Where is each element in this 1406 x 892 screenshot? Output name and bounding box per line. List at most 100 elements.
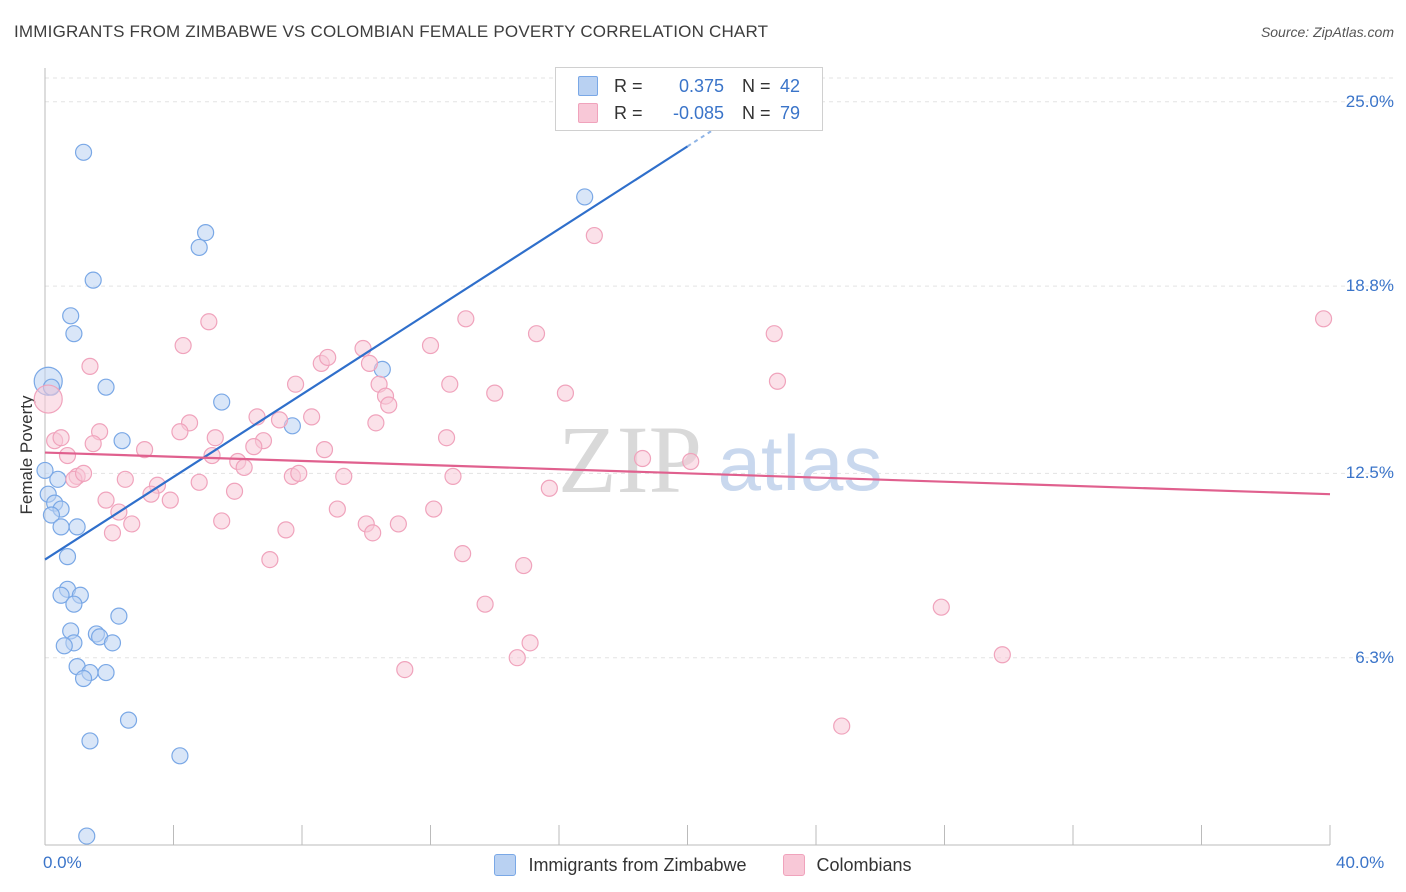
data-point <box>161 491 179 509</box>
data-point <box>68 518 86 536</box>
trend-line-zimbabwe <box>44 145 689 561</box>
legend-r-value: 0.375 <box>678 75 724 96</box>
data-point <box>135 441 154 459</box>
data-point <box>270 411 289 429</box>
data-point <box>290 464 308 482</box>
data-point <box>171 423 189 441</box>
data-point <box>286 375 305 393</box>
y-tick-label: 12.5% <box>1345 463 1394 483</box>
data-point <box>389 515 407 533</box>
x-tick-max: 40.0% <box>1336 853 1385 872</box>
data-point <box>319 348 337 367</box>
data-point <box>97 663 115 682</box>
x-tick-min: 0.0% <box>43 853 82 872</box>
legend-row-colombians: R = -0.085 N = 79 <box>578 101 800 125</box>
data-point <box>380 396 398 414</box>
data-point <box>113 432 131 450</box>
data-point <box>65 325 83 343</box>
data-point <box>833 717 851 735</box>
legend-r-label: R = <box>614 75 643 96</box>
data-point <box>58 446 77 465</box>
data-point <box>74 669 93 688</box>
axes <box>44 68 1331 846</box>
data-point <box>74 143 93 161</box>
data-point <box>190 238 208 257</box>
legend-swatch-colombians <box>578 103 598 123</box>
data-point <box>585 226 603 245</box>
data-point <box>556 384 575 402</box>
legend-r-label: R = <box>614 102 643 123</box>
chart-title: IMMIGRANTS FROM ZIMBABWE VS COLOMBIAN FE… <box>14 22 769 41</box>
data-point <box>682 452 700 471</box>
data-point <box>540 479 558 497</box>
data-point <box>119 711 138 729</box>
data-point <box>328 500 346 518</box>
watermark-zip: ZIP <box>558 406 702 513</box>
legend-r-value: -0.085 <box>672 102 724 123</box>
data-point <box>97 378 115 396</box>
legend-swatch-colombians <box>782 854 805 876</box>
data-point <box>81 357 99 375</box>
data-point <box>932 598 950 616</box>
data-point <box>103 524 122 542</box>
data-point <box>84 271 102 289</box>
data-point <box>225 482 244 500</box>
legend-item-zimbabwe[interactable]: Immigrants from Zimbabwe <box>494 854 747 876</box>
data-point <box>55 637 73 655</box>
legend-n-label: N = <box>742 75 771 96</box>
data-point <box>993 646 1011 664</box>
legend-n-value: 42 <box>780 75 801 96</box>
data-point <box>116 470 134 488</box>
data-point <box>367 414 385 432</box>
data-point <box>315 441 334 459</box>
data-point <box>508 649 526 667</box>
data-point <box>33 384 63 414</box>
data-point <box>486 384 504 402</box>
data-point <box>52 586 70 604</box>
legend-n-label: N = <box>742 102 771 123</box>
data-point <box>521 634 539 652</box>
data-point <box>261 551 279 569</box>
data-point <box>197 223 215 242</box>
data-point <box>52 518 70 536</box>
data-point <box>103 634 122 652</box>
data-point <box>303 408 321 426</box>
data-point <box>213 512 231 530</box>
data-point <box>62 307 80 325</box>
data-point <box>768 372 787 390</box>
data-point <box>200 313 218 331</box>
data-point <box>123 515 141 533</box>
data-point <box>444 467 462 485</box>
trend-line-colombians <box>44 451 1331 496</box>
data-point <box>174 336 192 355</box>
data-point <box>765 325 783 343</box>
data-point <box>425 500 443 518</box>
data-point <box>360 354 379 372</box>
data-point <box>277 521 295 539</box>
data-point <box>74 464 93 482</box>
data-point <box>1314 310 1333 328</box>
data-point <box>454 545 472 563</box>
legend-item-colombians[interactable]: Colombians <box>782 854 912 876</box>
data-point <box>78 827 96 845</box>
trend-lines <box>44 126 1331 561</box>
data-point <box>190 473 208 491</box>
data-point <box>476 595 494 613</box>
data-point <box>515 556 533 575</box>
legend-swatch-zimbabwe <box>494 854 517 876</box>
series-legend: Immigrants from Zimbabwe Colombians <box>0 852 1406 878</box>
data-point <box>527 325 546 343</box>
data-point <box>441 375 459 393</box>
series-zimbabwe-points <box>33 143 594 845</box>
data-point <box>213 393 231 411</box>
data-point <box>206 429 224 447</box>
data-point <box>97 491 115 509</box>
data-point <box>58 548 77 566</box>
y-tick-label: 18.8% <box>1345 276 1394 296</box>
watermark-atlas: atlas <box>718 419 883 507</box>
data-point <box>65 595 83 613</box>
watermark: ZIP atlas <box>558 406 882 513</box>
data-point <box>364 524 382 542</box>
trend-line-zimbabwe-extension <box>686 126 717 148</box>
